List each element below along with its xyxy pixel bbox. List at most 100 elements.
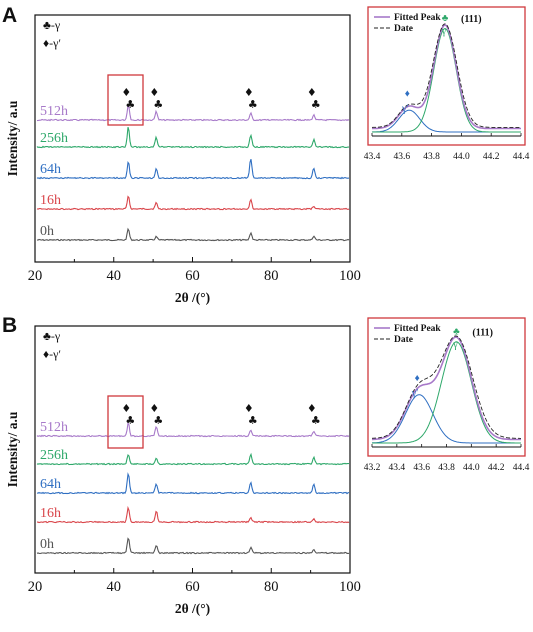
fitted-peak-curve (372, 336, 521, 441)
x-tick-label: 100 (339, 579, 361, 595)
gamma-marker: ♣ (153, 414, 163, 427)
inset-gamma-symbol: ♣ (453, 326, 460, 337)
gamma-marker: ♣ (125, 98, 135, 111)
series-label: 0h (40, 224, 54, 239)
x-tick-label: 40 (107, 579, 122, 595)
series-label: 256h (40, 131, 68, 146)
x-tick-label: 60 (185, 268, 200, 284)
gamma-marker: ♣ (311, 98, 321, 111)
inset-legend-data: Date (394, 335, 413, 345)
inset-panel: 43.2 43.4 43.6 43.8 44.0 44.2 44.4 Fitted PeakD… (364, 317, 530, 473)
fit-gamma-prime-curve (371, 394, 521, 444)
gamma-prime-marker: ♦ (244, 86, 254, 99)
series-label: 512h (40, 104, 68, 119)
gamma-marker: ♣ (248, 98, 258, 111)
x-tick-label: 20 (28, 268, 43, 284)
inset-x-tick-label: 44.2 (488, 463, 505, 473)
fit-gamma-curve (372, 27, 521, 133)
series-line-64h (36, 159, 350, 180)
panel-label: A (2, 4, 17, 27)
y-axis-label: Intensity/ a.u (5, 100, 20, 176)
series-group (36, 103, 350, 242)
gamma-marker: ♣ (153, 98, 163, 111)
inset-x-tick-label: 44.4 (513, 152, 530, 162)
inset-x-tick-label: 43.8 (423, 152, 440, 162)
inset-legend-data: Date (394, 24, 413, 34)
x-tick-label: 40 (107, 268, 122, 284)
series-label: 64h (40, 477, 61, 492)
panel-label: B (2, 314, 17, 337)
gamma-marker: ♣ (311, 414, 321, 427)
inset-gamma-prime-symbol: ♦ (405, 88, 410, 99)
inset-x-tick-label: 43.6 (393, 152, 410, 162)
inset-gamma-symbol: ♣ (442, 13, 449, 24)
fit-gamma-curve (372, 341, 521, 444)
legend-entry: ♦-γ′ (43, 347, 61, 361)
series-line-256h (36, 452, 350, 466)
series-label: 64h (40, 162, 61, 177)
inset-x-tick-label: 44.0 (453, 152, 470, 162)
series-label: 16h (40, 506, 61, 521)
gamma-marker: ♣ (248, 414, 258, 427)
inset-x-tick-label: 43.4 (389, 463, 406, 473)
inset-miller-index: (111) (461, 14, 482, 25)
gamma-prime-marker: ♦ (121, 86, 131, 99)
inset-x-tick-label: 44.0 (463, 463, 480, 473)
x-axis-label: 2θ /(°) (175, 601, 210, 616)
series-line-256h (36, 127, 350, 149)
series-line-0h (36, 537, 350, 555)
gamma-prime-marker: ♦ (307, 402, 317, 415)
legend-entry: ♣-γ (43, 18, 61, 32)
inset-legend-fitted: Fitted Peak (394, 13, 441, 23)
series-line-512h (36, 421, 350, 438)
y-axis-label: Intensity/ a.u (5, 411, 20, 487)
x-tick-label: 80 (264, 579, 279, 595)
series-group (36, 421, 350, 555)
series-line-0h (36, 227, 350, 242)
inset-gamma-prime-label: γ′ (401, 103, 409, 114)
x-tick-label: 20 (28, 579, 43, 595)
inset-x-tick-label: 43.2 (364, 463, 381, 473)
fitted-peak-curve (372, 24, 521, 130)
gamma-prime-marker: ♦ (149, 402, 159, 415)
series-line-512h (36, 103, 350, 122)
x-tick-label: 100 (339, 268, 361, 284)
series-label: 256h (40, 448, 68, 463)
plot-frame (34, 325, 351, 574)
inset-x-tick-label: 43.8 (438, 463, 455, 473)
inset-x-tick-label: 44.4 (513, 463, 530, 473)
x-axis-label: 2θ /(°) (175, 290, 210, 305)
peak-highlight-frame (107, 74, 144, 126)
series-label: 16h (40, 193, 61, 208)
legend-entry: ♣-γ (43, 329, 61, 343)
legend-entry: ♦-γ′ (43, 36, 61, 50)
inset-gamma-prime-label: γ′ (411, 388, 419, 399)
gamma-prime-marker: ♦ (307, 86, 317, 99)
gamma-prime-marker: ♦ (121, 402, 131, 415)
series-label: 512h (40, 420, 68, 435)
gamma-prime-marker: ♦ (244, 402, 254, 415)
series-line-16h (37, 505, 350, 524)
inset-gamma-label: γ (441, 26, 447, 37)
gamma-marker: ♣ (125, 414, 135, 427)
inset-gamma-prime-symbol: ♦ (415, 373, 420, 384)
inset-x-tick-label: 44.2 (483, 152, 500, 162)
panel-b: B 20 40 60 80 100 2θ /(°) Intensity/ a.u ♣-γ ♦-γ′… (2, 314, 530, 616)
x-tick-label: 80 (264, 268, 279, 284)
inset-frame (367, 317, 526, 457)
series-line-16h (36, 195, 350, 211)
inset-x-tick-label: 43.6 (413, 463, 430, 473)
series-line-64h (36, 472, 350, 495)
plot-frame (34, 14, 351, 263)
series-label: 0h (40, 537, 54, 552)
inset-miller-index: (111) (472, 327, 493, 338)
data-curve (371, 23, 521, 128)
inset-frame (367, 6, 526, 146)
peak-highlight-frame (107, 395, 144, 449)
x-tick-label: 60 (185, 579, 200, 595)
gamma-prime-marker: ♦ (149, 86, 159, 99)
inset-x-tick-label: 43.4 (364, 152, 381, 162)
inset-legend-fitted: Fitted Peak (394, 324, 441, 334)
data-curve (371, 335, 521, 439)
